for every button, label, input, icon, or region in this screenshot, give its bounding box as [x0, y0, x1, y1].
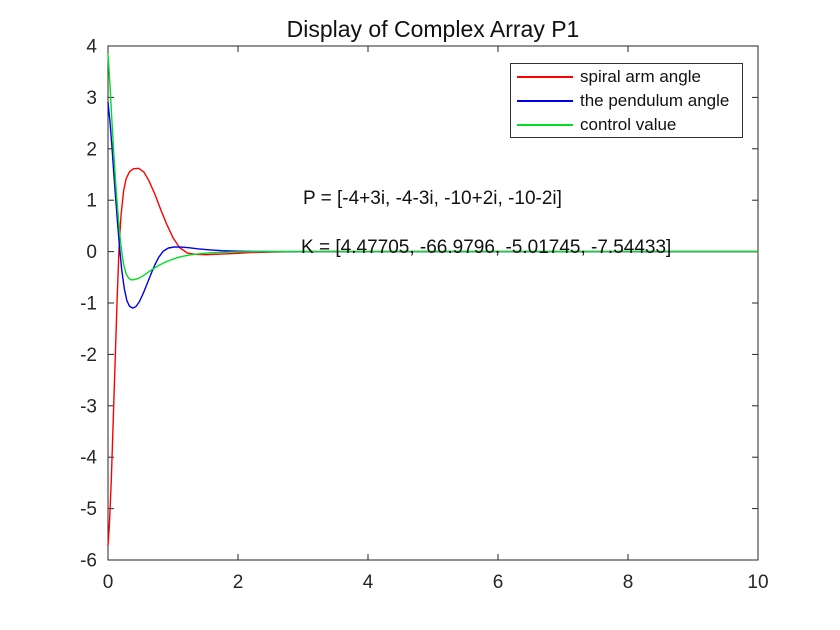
- series-line-spiral-arm-angle: [107, 167, 759, 547]
- y-tick-label: 3: [86, 88, 97, 109]
- y-tick-label: -2: [80, 345, 97, 366]
- legend-entry: spiral arm angle: [517, 65, 742, 89]
- y-tick-label: 4: [86, 37, 97, 58]
- legend: spiral arm angle the pendulum angle contro…: [510, 63, 743, 138]
- chart-title: Display of Complex Array P1: [286, 16, 580, 42]
- y-tick-label: 2: [86, 139, 97, 160]
- series-line-control-value: [107, 53, 759, 281]
- legend-line-sample: [517, 75, 573, 78]
- legend-line-sample: [517, 99, 573, 102]
- y-tick-label: -1: [80, 294, 97, 315]
- series-line-the-pendulum-angle: [107, 101, 759, 309]
- legend-label: spiral arm angle: [580, 66, 701, 86]
- y-tick-label: 0: [86, 242, 97, 263]
- legend-entry: control value: [517, 113, 742, 137]
- x-tick-label: 0: [103, 572, 114, 593]
- legend-label: control value: [580, 114, 677, 134]
- x-tick-label: 8: [623, 572, 634, 593]
- legend-entry: the pendulum angle: [517, 89, 742, 113]
- y-tick-label: -4: [80, 448, 97, 469]
- y-tick-label: -5: [80, 499, 97, 520]
- x-tick-label: 4: [363, 572, 374, 593]
- y-tick-label: 1: [86, 191, 97, 212]
- annotation-gains: K = [4.47705, -66.9796, -5.01745, -7.544…: [301, 237, 672, 259]
- legend-label: the pendulum angle: [580, 90, 730, 110]
- x-tick-label: 6: [493, 572, 504, 593]
- x-tick-label: 2: [233, 572, 244, 593]
- x-tick-label: 10: [747, 572, 768, 593]
- y-tick-label: -6: [80, 551, 97, 572]
- annotation-poles: P = [-4+3i, -4-3i, -10+2i, -10-2i]: [303, 188, 562, 210]
- y-tick-label: -3: [80, 396, 97, 417]
- legend-line-sample: [517, 123, 573, 126]
